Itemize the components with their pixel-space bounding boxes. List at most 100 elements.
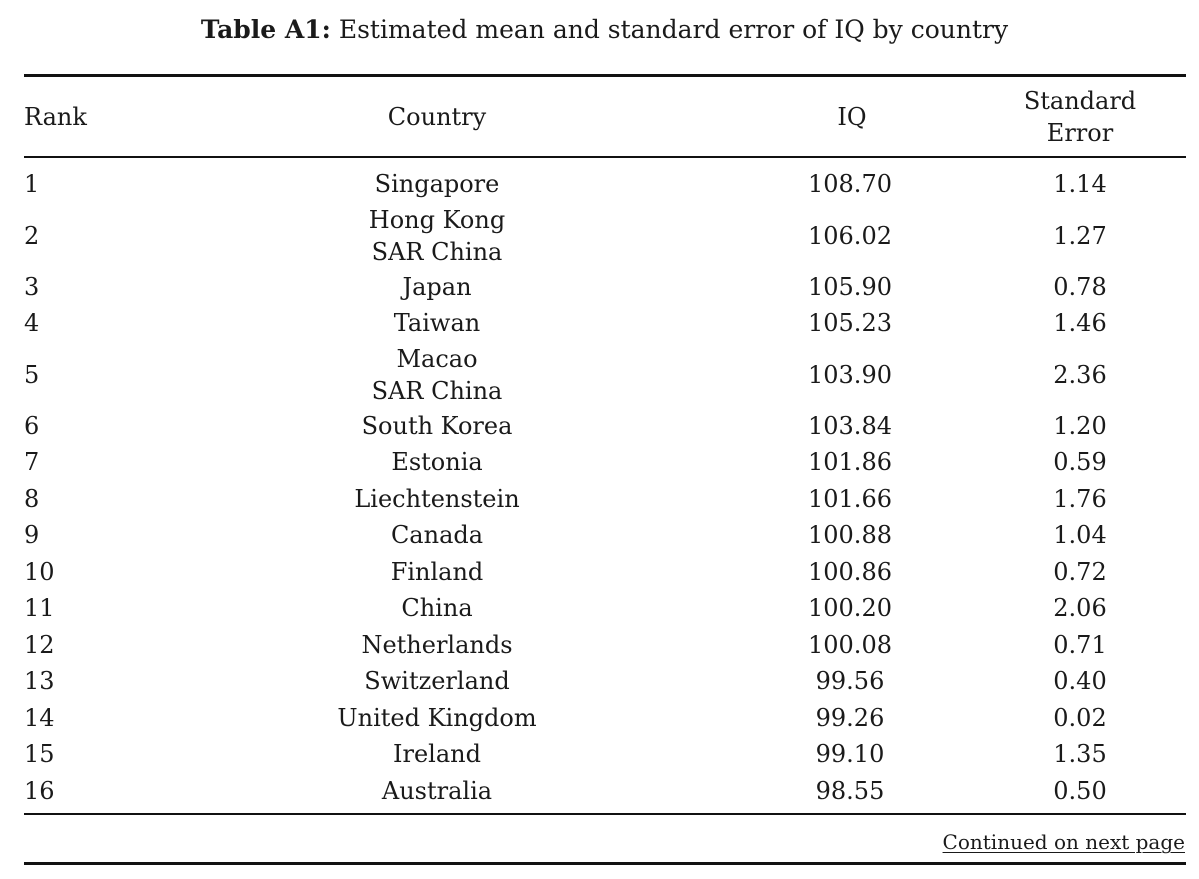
cell-standard-error: 2.06 [1053, 594, 1107, 623]
header-iq: IQ [837, 103, 867, 131]
header-standard-error: Standard Error [1000, 78, 1160, 156]
cell-country: Netherlands [287, 627, 587, 664]
table-caption: Table A1: Estimated mean and standard er… [0, 14, 1199, 46]
country-line: SAR China [371, 237, 503, 266]
table-row: 5 Macao SAR China 103.90 2.36 [0, 342, 1199, 408]
cell-country: Estonia [287, 444, 587, 481]
cell-country: Japan [287, 269, 587, 306]
top-rule [24, 74, 1186, 77]
continued-note: Continued on next page [942, 830, 1185, 854]
cell-rank: 16 [24, 776, 55, 805]
cell-rank: 11 [24, 594, 55, 623]
cell-iq: 101.86 [808, 448, 892, 477]
table-header: Rank Country IQ Standard Error [0, 78, 1199, 156]
cell-standard-error: 1.46 [1053, 309, 1107, 338]
cell-iq: 108.70 [808, 170, 892, 199]
table-row: 7 Estonia 101.86 0.59 [0, 444, 1199, 481]
cell-country: Switzerland [287, 663, 587, 700]
header-se-line2: Error [1046, 119, 1114, 147]
cell-standard-error: 0.78 [1053, 272, 1107, 301]
cell-rank: 5 [24, 360, 40, 389]
cell-rank: 7 [24, 448, 40, 477]
cell-country: Hong Kong SAR China [287, 203, 587, 269]
caption-label: Table A1: [200, 15, 331, 44]
cell-country: South Korea [287, 408, 587, 445]
cell-standard-error: 1.35 [1053, 740, 1107, 769]
header-country: Country [387, 103, 487, 131]
cell-country: Canada [287, 517, 587, 554]
table-row: 11 China 100.20 2.06 [0, 590, 1199, 627]
table-row: 3 Japan 105.90 0.78 [0, 269, 1199, 306]
cell-rank: 10 [24, 557, 55, 586]
country-line: Macao [396, 344, 478, 373]
cell-rank: 2 [24, 221, 40, 250]
cell-iq: 100.86 [808, 557, 892, 586]
bottom-rule [24, 813, 1186, 815]
table-row: 16 Australia 98.55 0.50 [0, 773, 1199, 810]
country-line: Switzerland [364, 667, 510, 696]
table-row: 10 Finland 100.86 0.72 [0, 554, 1199, 591]
table-row: 2 Hong Kong SAR China 106.02 1.27 [0, 203, 1199, 269]
cell-iq: 105.23 [808, 309, 892, 338]
cell-standard-error: 0.02 [1053, 703, 1107, 732]
cell-standard-error: 1.76 [1053, 484, 1107, 513]
cell-iq: 99.26 [815, 703, 885, 732]
cell-standard-error: 1.20 [1053, 411, 1107, 440]
table-body: 1 Singapore 108.70 1.14 2 Hong Kong SAR China 1… [0, 166, 1199, 809]
cell-country: Macao SAR China [287, 342, 587, 408]
table-row: 1 Singapore 108.70 1.14 [0, 166, 1199, 203]
cell-iq: 98.55 [815, 776, 885, 805]
table-row: 15 Ireland 99.10 1.35 [0, 736, 1199, 773]
cell-rank: 12 [24, 630, 55, 659]
country-line: South Korea [361, 411, 513, 440]
cell-standard-error: 0.71 [1053, 630, 1107, 659]
cell-country: Ireland [287, 736, 587, 773]
country-line: Australia [381, 776, 493, 805]
cell-country: Australia [287, 773, 587, 810]
page-end-rule [24, 862, 1186, 865]
header-rule [24, 156, 1186, 158]
table-row: 12 Netherlands 100.08 0.71 [0, 627, 1199, 664]
country-line: China [401, 594, 473, 623]
cell-iq: 100.20 [808, 594, 892, 623]
cell-country: Finland [287, 554, 587, 591]
cell-rank: 13 [24, 667, 55, 696]
cell-country: Liechtenstein [287, 481, 587, 518]
cell-iq: 100.88 [808, 521, 892, 550]
cell-iq: 103.84 [808, 411, 892, 440]
country-line: Finland [390, 557, 484, 586]
country-line: Hong Kong [368, 205, 506, 234]
cell-rank: 9 [24, 521, 40, 550]
cell-rank: 6 [24, 411, 40, 440]
table-row: 4 Taiwan 105.23 1.46 [0, 305, 1199, 342]
cell-iq: 105.90 [808, 272, 892, 301]
cell-country: China [287, 590, 587, 627]
cell-iq: 101.66 [808, 484, 892, 513]
cell-country: Singapore [287, 166, 587, 203]
table-row: 9 Canada 100.88 1.04 [0, 517, 1199, 554]
table-row: 8 Liechtenstein 101.66 1.76 [0, 481, 1199, 518]
country-line: United Kingdom [337, 703, 537, 732]
cell-iq: 99.10 [815, 740, 885, 769]
cell-iq: 103.90 [808, 360, 892, 389]
cell-iq: 106.02 [808, 221, 892, 250]
country-line: Liechtenstein [354, 484, 520, 513]
country-line: Taiwan [393, 309, 481, 338]
cell-rank: 3 [24, 272, 40, 301]
cell-rank: 8 [24, 484, 40, 513]
cell-iq: 99.56 [815, 667, 885, 696]
cell-rank: 1 [24, 170, 40, 199]
country-line: SAR China [371, 376, 503, 405]
cell-standard-error: 1.14 [1053, 170, 1107, 199]
cell-standard-error: 0.72 [1053, 557, 1107, 586]
country-line: Ireland [393, 740, 481, 769]
cell-rank: 15 [24, 740, 55, 769]
table-row: 14 United Kingdom 99.26 0.02 [0, 700, 1199, 737]
country-line: Estonia [391, 448, 483, 477]
cell-standard-error: 2.36 [1053, 360, 1107, 389]
header-rank: Rank [24, 103, 87, 131]
country-line: Singapore [374, 170, 500, 199]
table-row: 6 South Korea 103.84 1.20 [0, 408, 1199, 445]
cell-country: Taiwan [287, 305, 587, 342]
country-line: Japan [402, 272, 472, 301]
